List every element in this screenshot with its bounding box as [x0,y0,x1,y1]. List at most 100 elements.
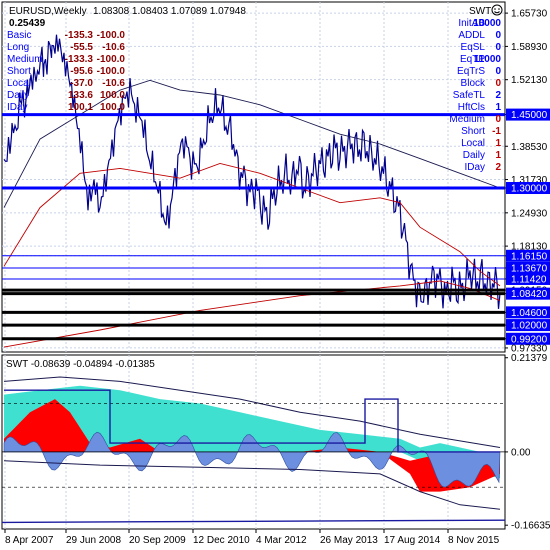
moving-average-dark [3,79,501,208]
sub-tick-label: 0.00 [511,447,531,458]
stats-right-value: 2 [495,162,501,173]
stats-left-label: Basic [7,30,31,41]
time-tick-label: 12 Dec 2010 [193,535,250,546]
sub-window-axis: 0.21379 0.00 -0.16635 [505,353,550,532]
smiley-mouth [494,11,500,14]
stats-right-label: Daily [463,150,485,161]
grid-lines [2,2,505,529]
stats-left-value-1: 133.6 [68,90,93,101]
stats-left-label: Short [7,66,31,77]
time-tick-label: 17 Aug 2014 [384,535,441,546]
sub-area-cyan [4,385,500,479]
price-tick-label: 1.13670 [511,263,548,274]
stats-left-value-2: -100.0 [97,54,126,65]
price-label-box [506,108,550,121]
price-tick-label: 1.58930 [511,42,548,53]
price-tick-label: 1.04600 [511,308,548,319]
stats-right-value: 0 [495,42,501,53]
sub-tick-label: 0.21379 [511,353,548,364]
price-tick-label: 1.31730 [511,175,548,186]
stats-left-value-2: -100.0 [97,66,126,77]
stats-left-label: Daily [7,90,29,101]
price-tick-label: 1.30000 [511,184,548,195]
stats-right-value: 1 [495,102,501,113]
stats-left-value-2: 100.0 [100,102,125,113]
price-tick-label: 1.08420 [511,289,548,300]
stats-right-label: SafeTL [453,90,486,101]
stats-right-value: 0 [495,114,501,125]
stats-right-label: InitAB [458,18,485,29]
sub-tick-label: -0.16635 [511,521,550,532]
price-tick-label: 1.52130 [511,75,548,86]
smiley-eye-right [498,8,500,10]
price-tick-label: 0.97330 [511,343,548,354]
stats-left-value-1: -95.6 [70,66,93,77]
stats-left-value-1: -135.3 [65,30,94,41]
stats-right-value: 10000 [473,18,501,29]
price-label-box [506,287,550,300]
stats-right-value: 1 [495,138,501,149]
sub-step-line [4,389,500,453]
stats-left-label: Long [7,42,29,53]
stats-left-value-1: -133.3 [65,54,94,65]
stats-right-label: ADDL [458,30,485,41]
sub-window-fills [1,376,506,524]
sub-bottom-line [1,519,506,524]
stats-right-value: -1 [492,126,501,137]
price-label-box [506,332,550,345]
stats-right-label: EqTP [460,54,485,65]
smiley-eye-left [494,8,496,10]
price-axis: 1.65730 1.58930 1.52130 1.45000 1.38530 1.317… [505,9,550,354]
price-tick-label: 1.45000 [511,110,548,121]
sub-upper-curve [3,376,501,448]
stats-right-label: EqSL [461,42,486,53]
stats-right-value: 0 [495,66,501,77]
price-label-box [506,306,550,319]
stats-right-label: EqTrS [457,66,485,77]
stats-right-label: HftCls [458,102,485,113]
price-label-box [506,249,550,262]
price-label-box [506,182,550,195]
stats-right-value: 0 [495,30,501,41]
price-tick-label: 1.11420 [511,274,547,285]
chart-header-ohlc: 1.08308 1.08403 1.07089 1.07948 [93,6,246,17]
stats-left-value-1: -37.0 [70,78,93,89]
level-lines[interactable] [2,113,505,341]
stats-right-label: Local [461,138,485,149]
stats-left-value-1: 100.1 [68,102,93,113]
time-axis: 8 Apr 2007 29 Jun 2008 20 Sep 2009 12 Dec 2… [4,529,500,546]
stats-right-title: SWT [469,6,491,17]
stats-right-label: Medium [449,114,485,125]
price-tick-label: 0.99200 [511,334,548,345]
price-tick-label: 1.24930 [511,208,548,219]
smiley-icon [491,4,503,16]
stats-right-label: IDay [464,162,485,173]
stats-left-label: IDay [7,102,28,113]
stats-left-value-2: -10.6 [102,78,125,89]
stats-right-label: Short [461,126,485,137]
time-tick-label: 8 Nov 2015 [448,535,500,546]
price-tick-label: 1.18130 [511,242,548,253]
stats-left-value-2: -10.6 [102,42,125,53]
indicator-value: 0.25439 [9,18,46,29]
stats-right-label: Block [461,78,486,89]
price-tick-label: 1.38530 [511,142,548,153]
chart-header-symbol: EURUSD,Weekly [9,6,87,17]
stats-left-value-2: -100.0 [97,30,126,41]
price-label-box [506,261,550,274]
stats-left-label: Medium [7,54,43,65]
stats-left-value-2: 100.0 [100,90,125,101]
price-label-box [506,319,550,332]
stats-left-value-1: -55.5 [70,42,93,53]
time-tick-label: 29 Jun 2008 [66,535,121,546]
stats-right-value: 0 [495,78,501,89]
smiley-face [491,4,503,16]
time-tick-label: 20 Sep 2009 [129,535,186,546]
time-tick-label: 8 Apr 2007 [5,535,54,546]
price-tick-label: 1.16150 [511,251,548,262]
price-label-box [506,272,550,285]
